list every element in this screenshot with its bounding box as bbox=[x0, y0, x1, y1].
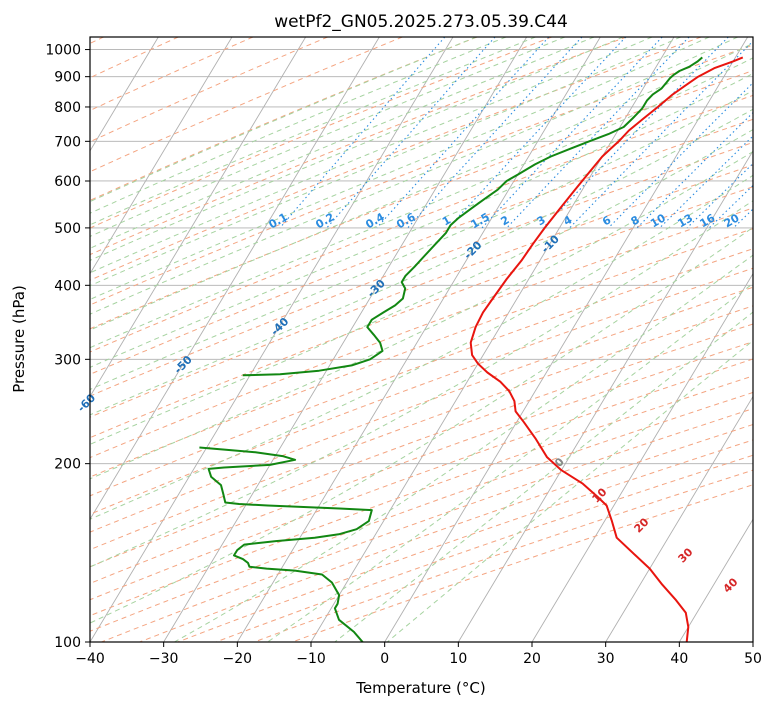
isotherm-line bbox=[90, 37, 233, 275]
isotherm-line bbox=[90, 37, 159, 152]
plot-frame bbox=[89, 36, 754, 643]
dry-adiabat-line bbox=[90, 286, 753, 533]
mixing-ratio-line bbox=[326, 37, 496, 229]
moist-adiabat-line bbox=[90, 174, 753, 520]
moist-adiabat-line bbox=[90, 37, 595, 249]
dry-adiabat-line bbox=[90, 375, 753, 617]
y-tick-label: 600 bbox=[54, 174, 81, 190]
moist-adiabat-line bbox=[334, 311, 753, 642]
dewpoint-profile-line bbox=[242, 56, 703, 377]
isotherm-line bbox=[90, 37, 307, 398]
y-tick-label: 500 bbox=[54, 221, 81, 237]
dry-adiabat-line bbox=[90, 37, 254, 112]
moist-adiabat-line bbox=[90, 37, 477, 203]
dry-adiabat-line bbox=[90, 37, 403, 173]
moist-adiabat-line bbox=[90, 37, 739, 315]
y-tick-label: 800 bbox=[54, 100, 81, 116]
x-tick-label: 50 bbox=[744, 651, 762, 667]
moist-adiabat-line bbox=[90, 37, 507, 214]
isotherm-line bbox=[163, 37, 528, 642]
moist-adiabat-line bbox=[90, 37, 566, 238]
y-tick-label: 300 bbox=[54, 352, 81, 368]
dry-adiabat-line bbox=[90, 37, 702, 281]
moist-adiabat-line bbox=[90, 57, 753, 349]
mixing-ratio-line bbox=[481, 37, 663, 229]
mixing-ratio-line bbox=[279, 37, 446, 229]
mixing-ratio-line bbox=[506, 37, 690, 229]
dry-adiabat-line bbox=[90, 341, 753, 584]
mixing-ratio-line bbox=[542, 37, 729, 229]
moist-adiabat-line bbox=[90, 108, 753, 416]
x-tick-label: −20 bbox=[223, 651, 253, 667]
x-tick-label: −10 bbox=[296, 651, 326, 667]
x-tick-label: 0 bbox=[380, 651, 389, 667]
temperature-profile-line bbox=[469, 56, 744, 642]
axes: −40 −30 −20 −10 0 10 20 30 40 50 100 200 300 400 500 60… bbox=[45, 43, 762, 667]
isotherm-line bbox=[605, 395, 753, 642]
x-tick-label: 10 bbox=[449, 651, 467, 667]
mixing-ratio-line bbox=[659, 135, 753, 229]
dry-adiabat-line bbox=[90, 323, 753, 568]
mixing-ratio-line bbox=[376, 37, 550, 229]
x-tick-label: 40 bbox=[670, 651, 688, 667]
y-axis-title: Pressure (hPa) bbox=[10, 285, 28, 393]
y-tick-label: 100 bbox=[54, 635, 81, 651]
x-tick-label: 20 bbox=[523, 651, 541, 667]
moist-adiabat-line bbox=[90, 129, 753, 445]
dry-adiabat-line bbox=[90, 141, 753, 397]
dry-adiabat-line bbox=[90, 267, 753, 515]
dry-adiabat-line bbox=[90, 44, 753, 306]
profile-lines bbox=[199, 56, 744, 642]
moist-adiabat-line bbox=[90, 37, 536, 226]
chart-title: wetPf2_GN05.2025.273.05.39.C44 bbox=[274, 12, 568, 32]
mixing-ratio-line bbox=[407, 37, 583, 229]
moist-adiabat-line bbox=[90, 73, 753, 368]
isotherm-line bbox=[678, 518, 753, 642]
x-tick-label: −30 bbox=[149, 651, 179, 667]
moist-adiabat-line bbox=[174, 254, 753, 642]
mixing-ratio-line bbox=[569, 40, 753, 229]
dry-adiabat-line bbox=[90, 228, 753, 478]
isotherm-line bbox=[384, 37, 749, 642]
x-axis-title: Temperature (°C) bbox=[355, 679, 485, 697]
moist-adiabat-line bbox=[90, 42, 753, 331]
y-tick-label: 1000 bbox=[45, 43, 81, 59]
dry-adiabat-line bbox=[90, 70, 753, 330]
moist-adiabat-line bbox=[90, 37, 624, 261]
isotherm-line bbox=[90, 37, 454, 642]
y-tick-label: 200 bbox=[54, 457, 81, 473]
isotherm-line bbox=[236, 37, 601, 642]
dry-adiabat-line bbox=[90, 164, 753, 418]
mixing-ratio-line bbox=[447, 37, 627, 229]
dewpoint-profile-line bbox=[199, 446, 373, 642]
isotherm-line bbox=[457, 150, 753, 642]
y-tick-label: 700 bbox=[54, 134, 81, 150]
x-tick-label: 30 bbox=[597, 651, 615, 667]
moist-adiabat-line bbox=[90, 200, 753, 568]
dry-adiabat-line bbox=[90, 186, 753, 439]
x-tick-label: −40 bbox=[75, 651, 105, 667]
isotherm-line bbox=[531, 272, 753, 642]
y-tick-label: 400 bbox=[54, 278, 81, 294]
y-tick-label: 900 bbox=[54, 70, 81, 86]
dry-adiabat-line bbox=[90, 37, 627, 256]
moist-adiabat-line bbox=[90, 37, 710, 301]
background-lines bbox=[90, 37, 753, 642]
moist-adiabat-line bbox=[90, 37, 653, 274]
